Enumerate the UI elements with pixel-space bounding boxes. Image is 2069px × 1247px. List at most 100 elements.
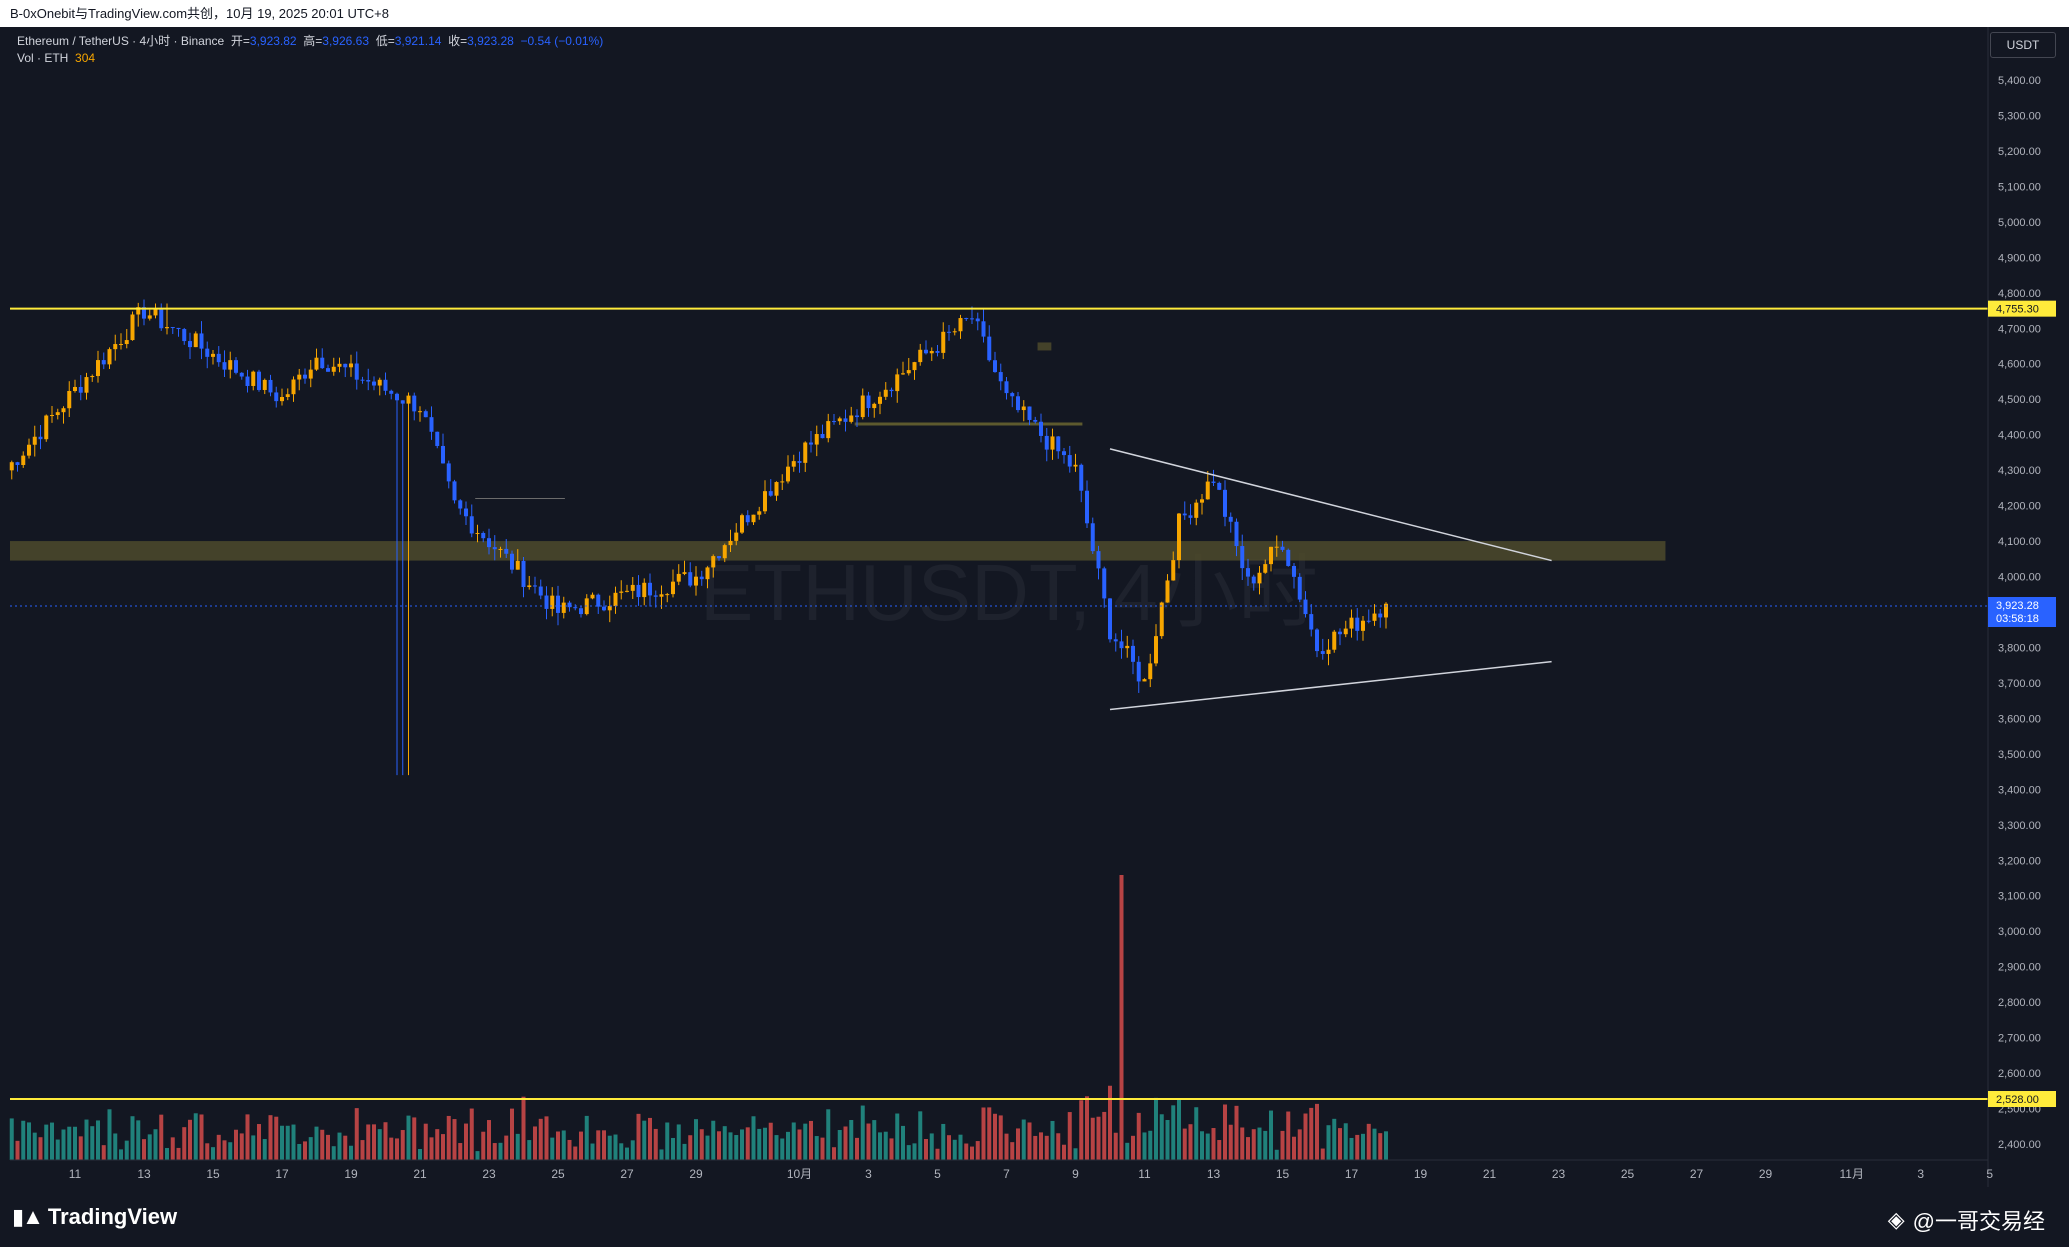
candle-body[interactable] <box>400 400 405 404</box>
candle-body[interactable] <box>372 381 376 386</box>
candle-body[interactable] <box>383 379 388 391</box>
candle-body[interactable] <box>791 461 796 467</box>
candle-body[interactable] <box>1251 576 1256 584</box>
candle-body[interactable] <box>412 395 417 412</box>
candle-body[interactable] <box>941 331 946 353</box>
candle-body[interactable] <box>803 442 808 463</box>
candle-body[interactable] <box>1303 599 1308 615</box>
candle-body[interactable] <box>596 594 601 607</box>
candle-body[interactable] <box>1309 614 1314 630</box>
candle-body[interactable] <box>780 481 785 483</box>
candle-body[interactable] <box>239 372 244 377</box>
candle-body[interactable] <box>90 376 95 378</box>
candle-body[interactable] <box>1384 603 1388 618</box>
candle-body[interactable] <box>216 353 221 363</box>
candle-body[interactable] <box>556 595 560 613</box>
candle-body[interactable] <box>38 436 43 440</box>
trendline-0[interactable] <box>1109 448 1552 562</box>
candle-body[interactable] <box>366 380 371 382</box>
candle-body[interactable] <box>435 431 440 446</box>
candle-body[interactable] <box>820 434 825 439</box>
candle-body[interactable] <box>642 582 647 598</box>
candle-body[interactable] <box>1159 602 1164 637</box>
candle-body[interactable] <box>860 395 865 418</box>
candle-body[interactable] <box>107 349 112 365</box>
price-zone-0[interactable] <box>10 541 1666 561</box>
candle-body[interactable] <box>84 377 89 393</box>
candle-body[interactable] <box>308 369 313 379</box>
candle-body[interactable] <box>15 462 20 466</box>
candle-body[interactable] <box>1027 406 1032 420</box>
candle-body[interactable] <box>901 373 905 375</box>
candle-body[interactable] <box>1171 560 1176 581</box>
candle-body[interactable] <box>837 418 842 422</box>
candle-body[interactable] <box>251 371 256 386</box>
candle-body[interactable] <box>429 417 434 432</box>
candle-body[interactable] <box>630 584 635 591</box>
candle-body[interactable] <box>694 576 698 586</box>
candle-body[interactable] <box>354 363 359 380</box>
candle-body[interactable] <box>538 586 543 596</box>
candle-body[interactable] <box>78 386 83 393</box>
candle-body[interactable] <box>32 436 37 445</box>
candle-body[interactable] <box>1165 580 1170 603</box>
candle-body[interactable] <box>228 360 233 370</box>
candle-body[interactable] <box>389 390 394 394</box>
candle-body[interactable] <box>349 363 353 368</box>
candle-body[interactable] <box>285 394 290 398</box>
candle-body[interactable] <box>211 353 215 357</box>
candle-body[interactable] <box>73 386 77 391</box>
candle-body[interactable] <box>193 333 198 348</box>
candle-body[interactable] <box>458 500 463 509</box>
candle-body[interactable] <box>205 348 210 357</box>
candle-body[interactable] <box>768 491 773 496</box>
candle-body[interactable] <box>648 582 652 596</box>
candle-body[interactable] <box>751 514 756 523</box>
candle-body[interactable] <box>464 508 468 517</box>
candle-body[interactable] <box>705 567 710 580</box>
candle-body[interactable] <box>1315 629 1319 652</box>
candle-body[interactable] <box>1131 645 1135 662</box>
candle-body[interactable] <box>740 515 744 533</box>
plot-area[interactable] <box>10 27 1988 1187</box>
candle-body[interactable] <box>147 315 152 319</box>
candle-body[interactable] <box>527 585 532 588</box>
candle-body[interactable] <box>9 462 14 471</box>
candle-body[interactable] <box>975 318 980 322</box>
candle-body[interactable] <box>1090 523 1095 552</box>
price-zone-1[interactable] <box>1037 342 1052 351</box>
candle-body[interactable] <box>567 602 572 608</box>
candle-body[interactable] <box>1136 661 1141 682</box>
candle-body[interactable] <box>958 318 963 332</box>
candle-body[interactable] <box>544 595 549 609</box>
candle-body[interactable] <box>492 547 497 550</box>
candle-body[interactable] <box>170 327 175 329</box>
candle-body[interactable] <box>245 376 250 386</box>
candle-body[interactable] <box>1125 645 1130 649</box>
candle-body[interactable] <box>1292 565 1296 577</box>
candle-body[interactable] <box>418 411 422 413</box>
candle-body[interactable] <box>878 396 882 404</box>
candle-body[interactable] <box>291 379 296 395</box>
candle-body[interactable] <box>377 379 382 386</box>
candle-body[interactable] <box>665 594 670 596</box>
candle-body[interactable] <box>809 442 813 445</box>
candle-body[interactable] <box>1211 481 1216 483</box>
candle-body[interactable] <box>1039 421 1043 436</box>
candle-body[interactable] <box>1240 546 1245 569</box>
candle-body[interactable] <box>993 360 997 373</box>
candle-body[interactable] <box>113 344 118 350</box>
candle-body[interactable] <box>964 318 969 320</box>
candle-body[interactable] <box>1223 489 1227 517</box>
candle-body[interactable] <box>826 421 831 439</box>
candle-body[interactable] <box>1257 572 1262 584</box>
candle-body[interactable] <box>1263 564 1268 573</box>
candle-body[interactable] <box>671 581 675 595</box>
candle-body[interactable] <box>573 607 578 609</box>
candle-body[interactable] <box>924 349 928 354</box>
candle-body[interactable] <box>1228 516 1233 522</box>
candle-body[interactable] <box>446 463 451 482</box>
candle-body[interactable] <box>550 595 555 609</box>
candle-body[interactable] <box>1004 381 1009 394</box>
candle-body[interactable] <box>757 511 762 515</box>
